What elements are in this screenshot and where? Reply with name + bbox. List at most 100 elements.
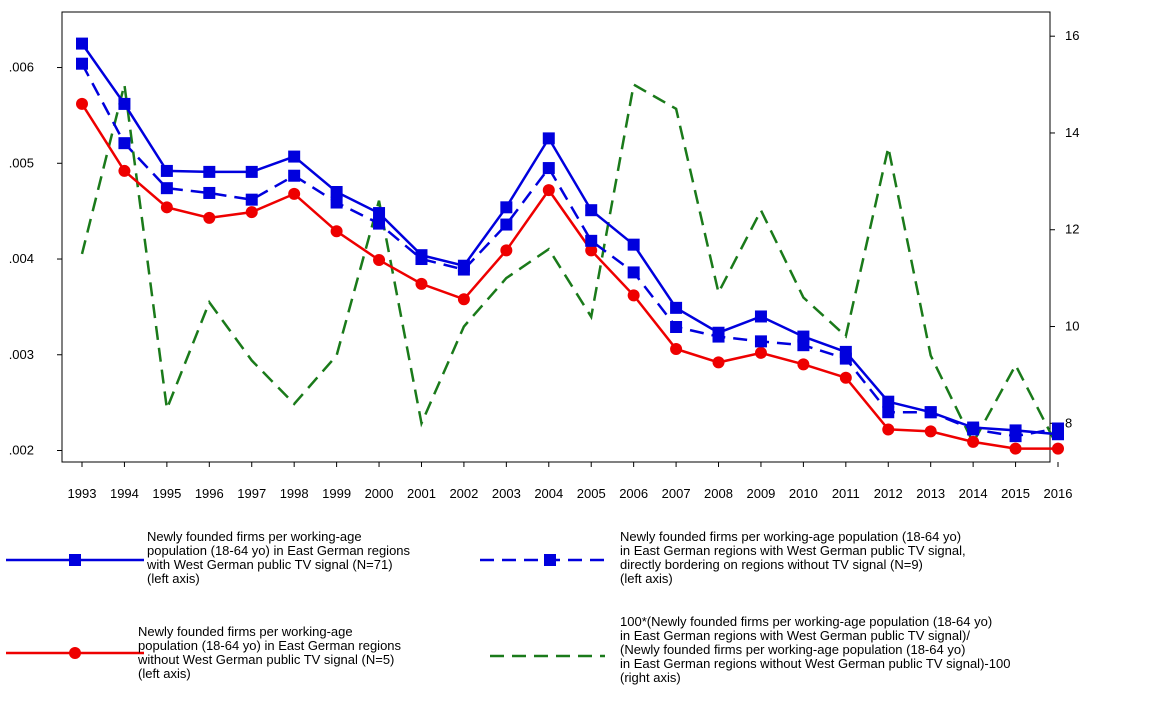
series-1-point-2010 (797, 330, 810, 343)
series-2-point-1994 (118, 137, 131, 150)
series-3-point-2007 (670, 343, 683, 356)
series-2-point-2004 (542, 162, 555, 175)
legend-series-2-line-1: Newly founded firms per working-age popu… (620, 529, 962, 544)
x-tick-label-2010: 2010 (789, 486, 818, 500)
series-2-line (80, 63, 1059, 438)
series-1-point-2015 (1009, 424, 1022, 437)
legend-series-3-line-4: (left axis) (138, 666, 191, 681)
y-right-tick-label: 10 (1065, 319, 1079, 334)
legend-series-1-line-1: Newly founded firms per working-age (147, 529, 362, 544)
axes: 1993 1994 1995 1996 1997 1998 1999 2000 2001 2002… (9, 28, 1080, 500)
series-3-point-2003 (500, 244, 513, 257)
series-1-point-2016 (1052, 428, 1064, 441)
series-3-point-2008 (712, 356, 725, 369)
series-3-point-2009 (754, 346, 767, 359)
legend-series-4-line-4: in East German regions without West Germ… (620, 656, 1011, 671)
legend-item-series-4: 100*(Newly founded firms per working-age… (470, 607, 1160, 687)
series-3-point-1995 (160, 201, 173, 214)
x-tick-label-2007: 2007 (662, 486, 691, 500)
series-3-point-2010 (797, 358, 810, 371)
series-3-point-2012 (882, 423, 895, 436)
series-3-point-1999 (330, 225, 343, 238)
series-1-point-2004 (542, 132, 555, 145)
series-1-point-1994 (118, 97, 131, 110)
x-tick-label-1995: 1995 (152, 486, 181, 500)
x-tick-label-2008: 2008 (704, 486, 733, 500)
series-3-point-2006 (627, 289, 640, 302)
x-tick-label-2005: 2005 (577, 486, 606, 500)
series-1-point-2014 (967, 421, 980, 434)
y-left-tick-label: .006 (9, 60, 34, 75)
legend-swatch-series-4 (490, 654, 605, 658)
x-tick-label-2013: 2013 (916, 486, 945, 500)
series-1-point-2013 (924, 406, 937, 419)
x-tick-label-2014: 2014 (959, 486, 988, 500)
series-1-point-1993 (76, 37, 88, 50)
legend-series-1-line-4: (left axis) (147, 571, 200, 586)
x-tick-label-1997: 1997 (237, 486, 266, 500)
series-2-point-2005 (585, 234, 598, 247)
series-3-point-2002 (457, 293, 470, 306)
legend-swatch-series-2 (480, 554, 605, 566)
x-tick-label-2012: 2012 (874, 486, 903, 500)
series-3-line (80, 103, 1058, 450)
series-1-point-2005 (585, 204, 598, 217)
series-2-point-1997 (245, 193, 258, 206)
series-3-point-1998 (288, 187, 301, 200)
series-3-point-2005 (585, 244, 598, 257)
series-2-point-1996 (203, 186, 216, 199)
x-tick-label-1999: 1999 (322, 486, 351, 500)
x-tick-label-1996: 1996 (195, 486, 224, 500)
series-1-point-2003 (500, 201, 513, 214)
series-2-point-1993 (76, 57, 88, 70)
series-4-line (80, 82, 1060, 449)
series-1-point-2001 (415, 249, 428, 262)
x-tick-label-2003: 2003 (492, 486, 521, 500)
legend-series-1-line-3: with West German public TV signal (N=71) (147, 557, 393, 572)
series-2-point-2000 (373, 217, 386, 230)
series-1-point-1995 (160, 164, 173, 177)
series-2-point-2003 (500, 218, 513, 231)
legend-series-1-line-2: population (18-64 yo) in East German reg… (147, 543, 411, 558)
series-1-point-1996 (203, 165, 216, 178)
series-3-point-1997 (245, 206, 258, 219)
series-3-point-2011 (839, 371, 852, 384)
legend-item-series-2: Newly founded firms per working-age popu… (470, 522, 1160, 586)
series-1-point-2009 (754, 310, 767, 323)
y-right-tick-label: 8 (1065, 415, 1072, 430)
legend-series-3-line-2: population (18-64 yo) in East German reg… (138, 638, 402, 653)
series-2-point-2007 (670, 321, 683, 333)
y-right-tick-label: 12 (1065, 222, 1079, 237)
x-tick-label-1994: 1994 (110, 486, 139, 500)
series-3-point-2016 (1052, 442, 1064, 455)
legend-swatch-series-3 (6, 647, 144, 659)
series-1-point-1999 (330, 186, 343, 198)
series-2-point-2006 (627, 266, 640, 279)
series-1-point-2012 (882, 395, 895, 408)
legend-item-series-1: Newly founded firms per working-age popu… (0, 522, 540, 586)
legend-series-2-line-4: (left axis) (620, 571, 673, 586)
series-3-point-2001 (415, 277, 428, 290)
line-chart: 1993 1994 1995 1996 1997 1998 1999 2000 2001 2002… (9, 11, 1080, 500)
series-1-point-2006 (627, 238, 640, 251)
plot-area-frame (61, 11, 1051, 463)
y-left-tick-label: .002 (9, 443, 34, 458)
series-1-line (80, 42, 1059, 436)
x-tick-label-2002: 2002 (449, 486, 478, 500)
x-tick-label-2001: 2001 (407, 486, 436, 500)
legend-series-4-line-5: (right axis) (620, 670, 681, 685)
series-3-point-1994 (118, 164, 131, 177)
legend-series-4-line-3: (Newly founded firms per working-age pop… (620, 642, 966, 657)
series-3-point-2015 (1009, 442, 1022, 455)
series-3-point-1996 (203, 211, 216, 224)
series-3-point-2014 (967, 435, 980, 448)
legend-swatch-series-1 (6, 554, 144, 566)
series-3-point-2004 (542, 184, 555, 197)
x-tick-label-2016: 2016 (1044, 486, 1073, 500)
x-tick-label-1998: 1998 (280, 486, 309, 500)
series-2-point-1999 (330, 196, 343, 209)
series-1-point-2002 (457, 259, 470, 272)
y-right-tick-label: 16 (1065, 28, 1079, 43)
y-right-tick-label: 14 (1065, 125, 1079, 140)
series-3-point-2013 (924, 425, 937, 438)
